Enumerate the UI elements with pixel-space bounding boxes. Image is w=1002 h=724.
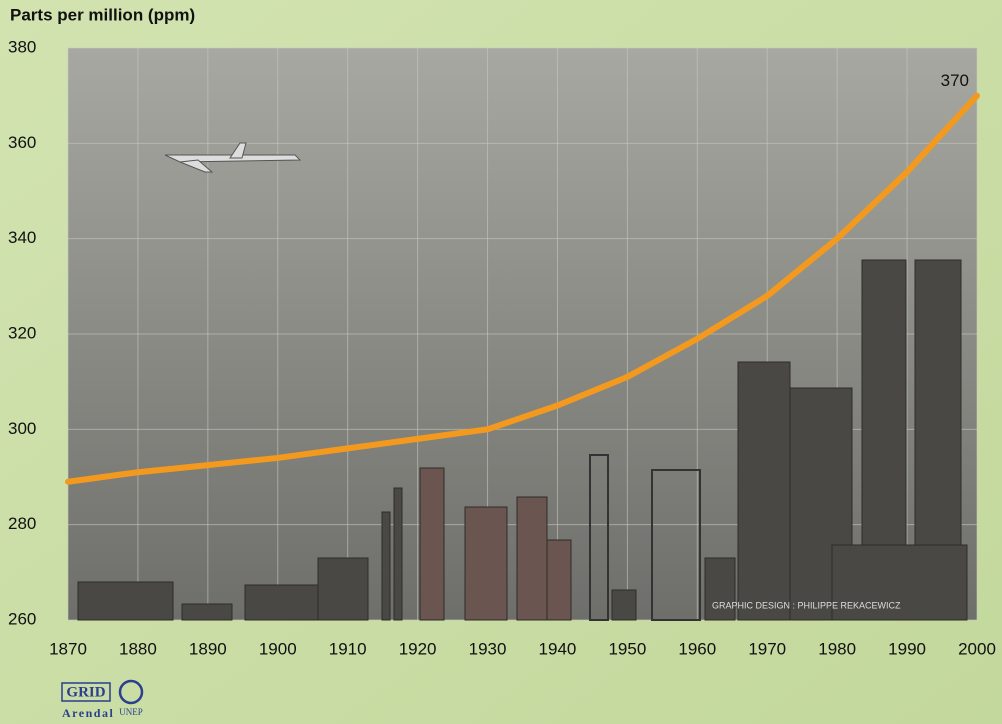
y-axis-label: Parts per million (ppm)	[10, 5, 195, 24]
x-tick-label: 1940	[539, 639, 577, 658]
y-tick-label: 320	[8, 323, 36, 342]
y-tick-label: 380	[8, 37, 36, 56]
y-tick-label: 300	[8, 419, 36, 438]
logo-grid: GRID	[66, 684, 105, 700]
x-tick-label: 1990	[888, 639, 926, 658]
x-tick-label: 1950	[608, 639, 646, 658]
x-tick-label: 1930	[469, 639, 507, 658]
skyline	[77, 259, 968, 621]
credit: GRAPHIC DESIGN : PHILIPPE REKACEWICZ	[712, 600, 901, 610]
x-tick-label: 1920	[399, 639, 437, 658]
logo-unep: UNEP	[119, 707, 143, 717]
y-tick-label: 280	[8, 514, 36, 533]
x-tick-label: 1980	[818, 639, 856, 658]
x-tick-label: 1880	[119, 639, 157, 658]
x-tick-label: 1960	[678, 639, 716, 658]
airplane	[164, 142, 302, 173]
x-tick-label: 2000	[958, 639, 996, 658]
x-tick-label: 1900	[259, 639, 297, 658]
logo-arendal: Arendal	[62, 706, 114, 720]
logo: GRID Arendal UNEP	[61, 679, 144, 720]
y-tick-label: 340	[8, 228, 36, 247]
x-tick-label: 1890	[189, 639, 227, 658]
x-tick-label: 1910	[329, 639, 367, 658]
grid	[67, 47, 978, 621]
y-tick-label: 260	[8, 609, 36, 628]
data-label: 370	[941, 71, 969, 90]
line	[65, 92, 980, 485]
y-tick-label: 360	[8, 133, 36, 152]
x-tick-label: 1870	[49, 639, 87, 658]
x-tick-label: 1970	[748, 639, 786, 658]
